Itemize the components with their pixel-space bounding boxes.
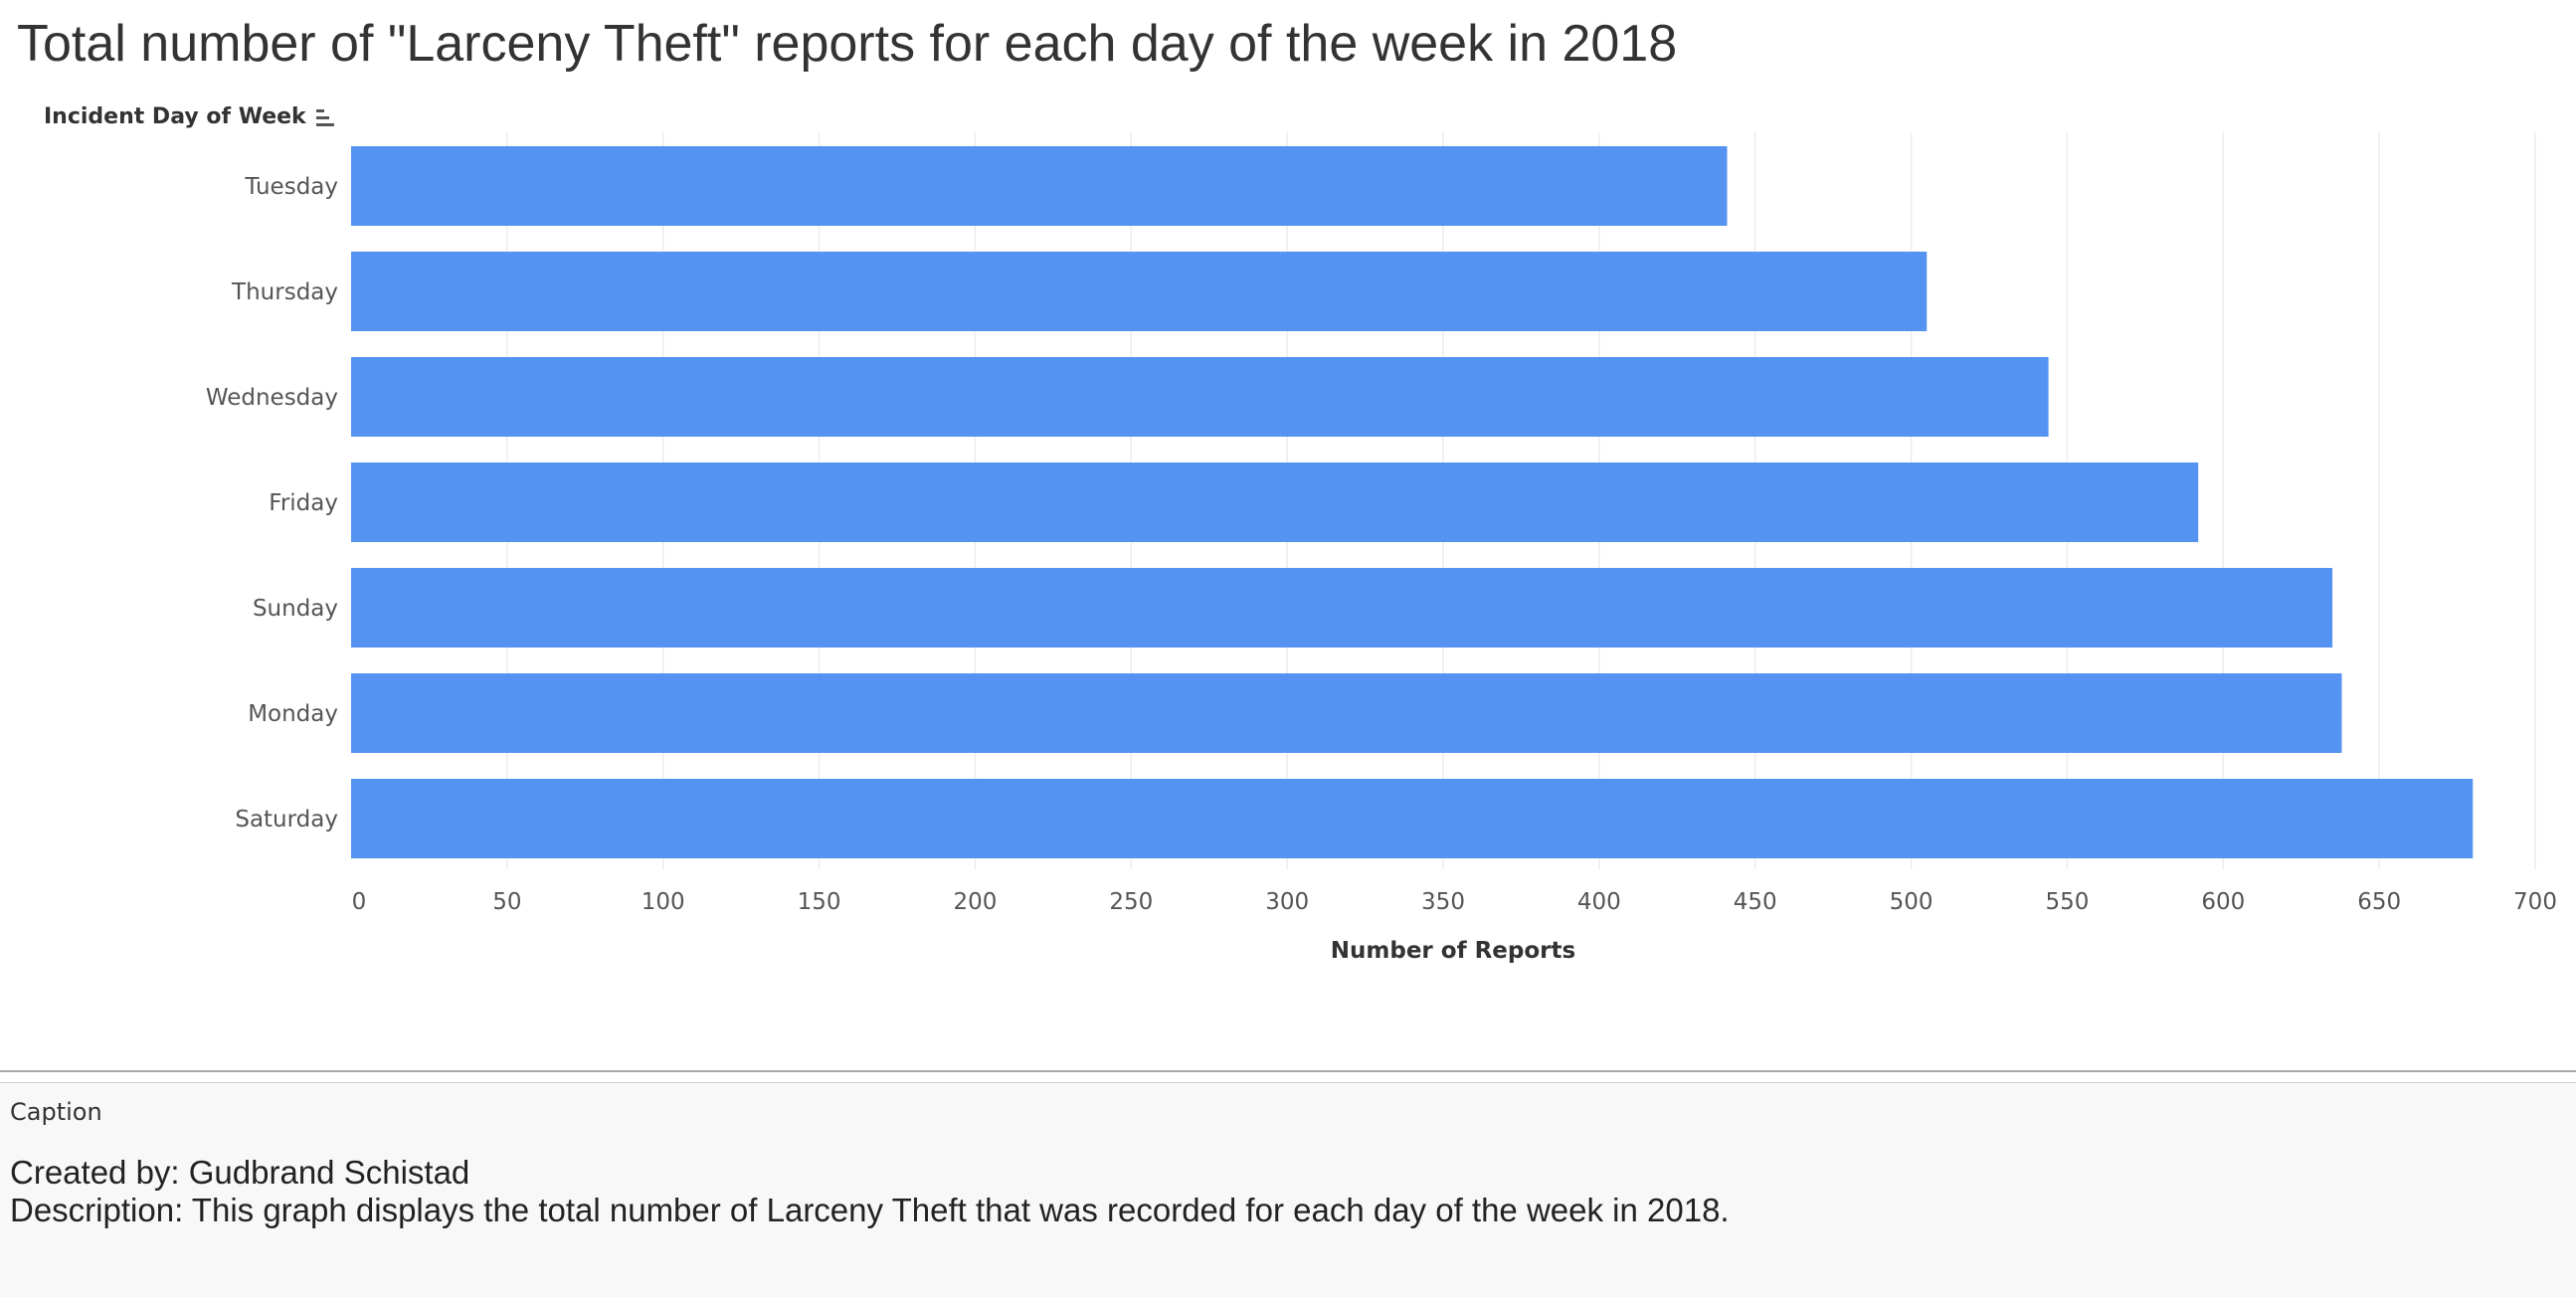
- x-tick-label-450: 450: [1734, 889, 1777, 915]
- bar-wednesday[interactable]: [351, 357, 2049, 437]
- row-header-incident-day-of-week[interactable]: Incident Day of Week: [44, 99, 334, 133]
- x-tick-label-400: 400: [1577, 889, 1621, 915]
- x-tick-label-650: 650: [2357, 889, 2401, 915]
- bar-monday[interactable]: [351, 673, 2342, 753]
- x-tick-label-350: 350: [1421, 889, 1465, 915]
- row-header-label: Incident Day of Week: [44, 103, 306, 129]
- bar-thursday[interactable]: [351, 252, 1928, 331]
- caption-panel: [0, 1083, 2576, 1297]
- sort-descending-icon[interactable]: [315, 108, 334, 126]
- x-tick-label-550: 550: [2045, 889, 2089, 915]
- category-label-monday: Monday: [248, 701, 338, 727]
- bar-sunday[interactable]: [351, 568, 2333, 648]
- caption-label: Caption: [10, 1098, 102, 1126]
- caption-divider-inner: [0, 1082, 2576, 1083]
- category-label-saturday: Saturday: [235, 807, 338, 833]
- x-tick-label-50: 50: [492, 889, 521, 915]
- x-tick-label-300: 300: [1265, 889, 1309, 915]
- chart-title: Total number of "Larceny Theft" reports …: [17, 15, 1678, 73]
- x-tick-label-150: 150: [798, 889, 841, 915]
- x-tick-label-250: 250: [1109, 889, 1153, 915]
- x-tick-label-200: 200: [953, 889, 997, 915]
- caption-author: Created by: Gudbrand Schistad: [10, 1154, 470, 1191]
- x-tick-label-700: 700: [2513, 889, 2557, 915]
- x-tick-label-600: 600: [2201, 889, 2245, 915]
- x-tick-label-100: 100: [642, 889, 685, 915]
- bar-saturday[interactable]: [351, 779, 2474, 858]
- category-labels: Tuesday Thursday Wednesday Friday Sunday Mond…: [206, 174, 338, 833]
- category-label-thursday: Thursday: [231, 279, 338, 305]
- category-label-friday: Friday: [269, 490, 338, 516]
- bar-chart: Tuesday Thursday Wednesday Friday Sunday Mond…: [206, 132, 2557, 964]
- x-tick-label-0: 0: [352, 889, 367, 915]
- bar-friday[interactable]: [351, 463, 2199, 542]
- x-axis-title: Number of Reports: [1331, 938, 1575, 964]
- category-label-tuesday: Tuesday: [244, 174, 338, 200]
- category-label-sunday: Sunday: [253, 596, 338, 622]
- x-axis-ticks: 0 50 100 150 200 250 300 350 400 450 500 550 600 650 7…: [352, 889, 2557, 915]
- caption-description: Description: This graph displays the tot…: [10, 1192, 1730, 1228]
- bar-tuesday[interactable]: [351, 146, 1728, 226]
- x-tick-label-500: 500: [1890, 889, 1933, 915]
- caption-divider: [0, 1070, 2576, 1072]
- bars: [351, 146, 2474, 858]
- category-label-wednesday: Wednesday: [206, 385, 338, 411]
